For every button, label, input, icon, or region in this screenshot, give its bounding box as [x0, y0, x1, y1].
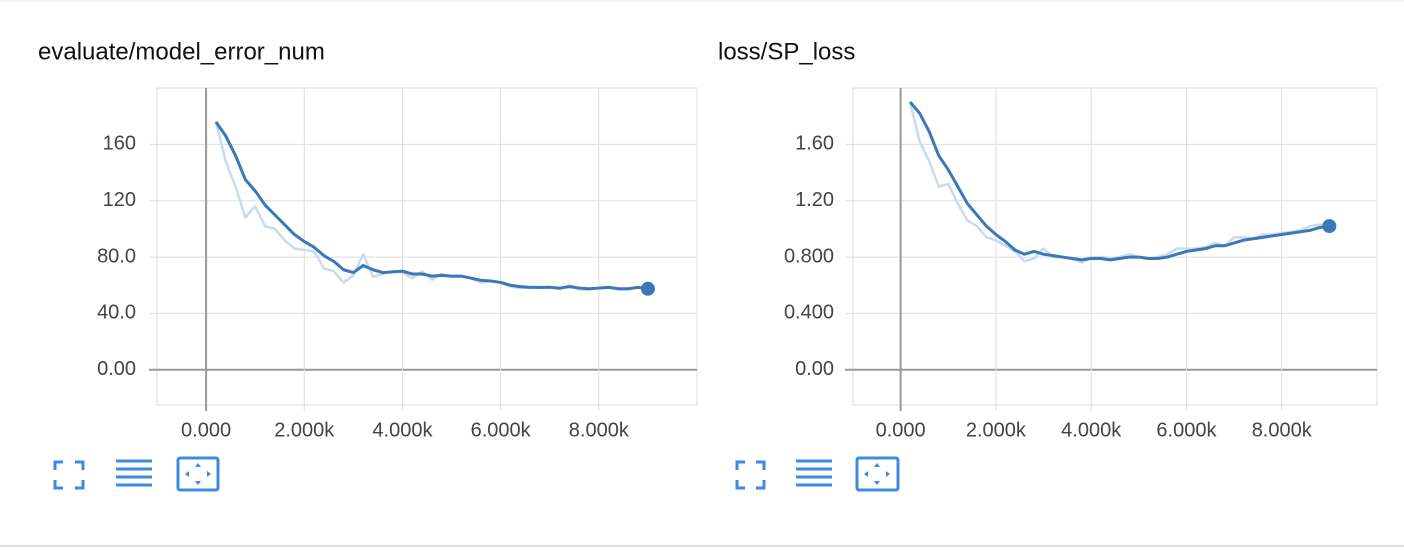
series-line: [908, 101, 1330, 264]
x-tick-label: 2.000k: [966, 419, 1027, 441]
x-tick-label: 8.000k: [569, 419, 630, 441]
x-tick-label: 4.000k: [372, 419, 433, 441]
series-line: [214, 120, 649, 291]
y-tick-label: 0.400: [784, 302, 834, 324]
y-tick-label: 0.00: [795, 358, 834, 380]
x-tick-label: 4.000k: [1061, 419, 1122, 441]
fit-domain-button[interactable]: [176, 456, 220, 492]
x-tick-label: 0.000: [181, 419, 231, 441]
y-tick-label: 80.0: [97, 245, 136, 267]
chart-title: loss/SP_loss: [718, 38, 855, 65]
last-point-marker: [640, 281, 655, 296]
x-tick-label: 6.000k: [471, 419, 532, 441]
plot-frame: [156, 87, 698, 406]
series-line: [214, 121, 649, 291]
toggle-log-button[interactable]: [796, 459, 832, 487]
toolbar-left: [53, 456, 220, 492]
fit-domain-button[interactable]: [855, 456, 900, 492]
x-tick-label: 6.000k: [1156, 419, 1217, 441]
x-tick-label: 8.000k: [1252, 419, 1313, 441]
series-line: [909, 101, 1330, 262]
y-tick-label: 40.0: [97, 302, 136, 324]
x-tick-label: 2.000k: [274, 419, 335, 441]
toolbar-right: [735, 456, 900, 492]
chart-title: evaluate/model_error_num: [38, 38, 325, 65]
last-point-marker: [1322, 219, 1337, 234]
y-tick-label: 1.60: [795, 133, 834, 155]
y-tick-label: 160: [103, 133, 136, 155]
y-tick-label: 1.20: [795, 189, 834, 211]
y-tick-label: 0.800: [784, 245, 834, 267]
toggle-log-button[interactable]: [116, 459, 152, 487]
y-tick-label: 120: [103, 189, 136, 211]
plot-frame: [852, 87, 1378, 406]
x-tick-label: 0.000: [876, 419, 926, 441]
y-tick-label: 0.00: [97, 358, 136, 380]
fullscreen-button[interactable]: [735, 460, 766, 490]
fullscreen-button[interactable]: [53, 460, 85, 490]
